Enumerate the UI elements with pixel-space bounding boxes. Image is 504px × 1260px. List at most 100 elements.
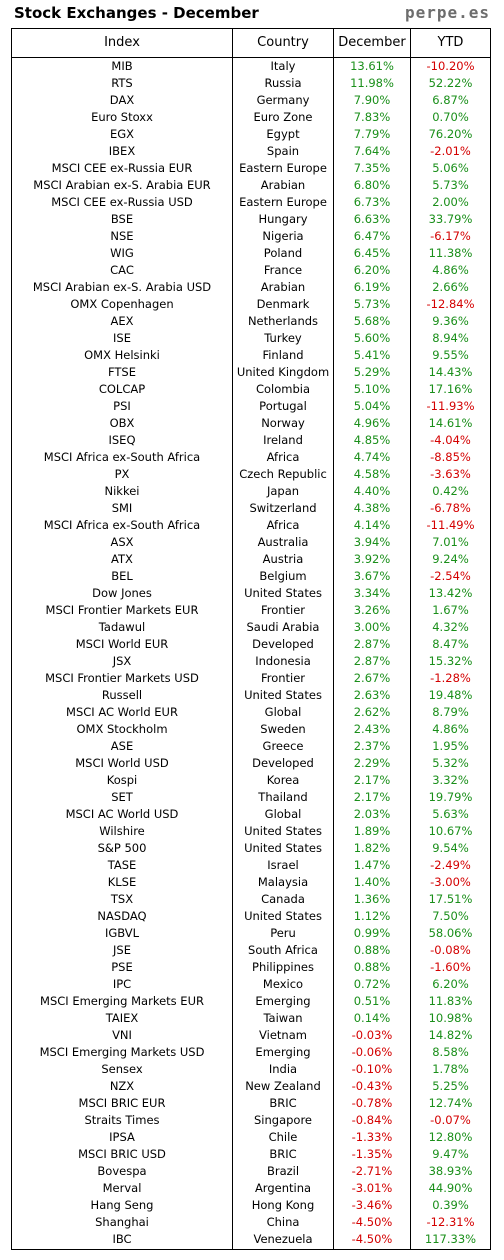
table-row: ASE Greece 2.37% 1.95% — [12, 738, 490, 755]
ytd-cell: -10.20% — [426, 59, 475, 73]
ytd-cell: 8.58% — [432, 1045, 469, 1059]
december-cell: 4.38% — [353, 501, 391, 515]
ytd-cell: 5.32% — [432, 756, 469, 770]
december-cell: 4.96% — [353, 416, 391, 430]
country-cell: Turkey — [264, 331, 302, 345]
ytd-cell: -6.78% — [430, 501, 471, 515]
table-row: DAX Germany 7.90% 6.87% — [12, 92, 490, 109]
table-row: MSCI World EUR Developed 2.87% 8.47% — [12, 636, 490, 653]
ytd-cell: -0.08% — [430, 943, 471, 957]
table-row: BEL Belgium 3.67% -2.54% — [12, 568, 490, 585]
index-cell: IBEX — [108, 144, 136, 158]
country-cell: Colombia — [255, 382, 311, 396]
index-cell: TAIEX — [105, 1011, 139, 1025]
table-row: Kospi Korea 2.17% 3.32% — [12, 772, 490, 789]
index-cell: PSE — [111, 960, 133, 974]
ytd-cell: 19.48% — [428, 688, 473, 702]
december-cell: 6.45% — [353, 246, 391, 260]
december-cell: 5.04% — [353, 399, 391, 413]
index-cell: Kospi — [106, 773, 138, 787]
country-cell: Italy — [270, 59, 296, 73]
country-cell: Korea — [266, 773, 300, 787]
country-cell: Euro Zone — [253, 110, 313, 124]
country-cell: Arabian — [260, 280, 306, 294]
ytd-cell: 76.20% — [428, 127, 473, 141]
country-cell: Nigeria — [262, 229, 304, 243]
country-cell: Indonesia — [255, 654, 311, 668]
index-cell: KLSE — [107, 875, 137, 889]
december-cell: 6.80% — [353, 178, 391, 192]
table-row: Bovespa Brazil -2.71% 38.93% — [12, 1163, 490, 1180]
ytd-cell: 1.78% — [432, 1062, 469, 1076]
december-cell: 2.67% — [353, 671, 391, 685]
december-cell: 3.34% — [353, 586, 391, 600]
ytd-cell: 38.93% — [428, 1164, 473, 1178]
country-cell: Greece — [262, 739, 304, 753]
ytd-cell: 8.79% — [432, 705, 469, 719]
ytd-cell: -6.17% — [430, 229, 471, 243]
country-cell: Emerging — [255, 994, 311, 1008]
december-cell: 2.43% — [353, 722, 391, 736]
column-divider — [333, 29, 334, 1249]
index-cell: Euro Stoxx — [91, 110, 153, 124]
december-cell: 2.37% — [353, 739, 391, 753]
index-cell: MSCI Frontier Markets EUR — [45, 603, 199, 617]
index-cell: AEX — [110, 314, 134, 328]
december-cell: 2.03% — [353, 807, 391, 821]
country-cell: Frontier — [260, 603, 306, 617]
december-cell: 1.89% — [353, 824, 391, 838]
table-row: NASDAQ United States 1.12% 7.50% — [12, 908, 490, 925]
table-row: MSCI AC World EUR Global 2.62% 8.79% — [12, 704, 490, 721]
index-cell: IPC — [112, 977, 132, 991]
country-cell: BRIC — [269, 1147, 297, 1161]
country-cell: BRIC — [269, 1096, 297, 1110]
country-cell: Global — [264, 705, 302, 719]
table-row: TSX Canada 1.36% 17.51% — [12, 891, 490, 908]
table-row: TAIEX Taiwan 0.14% 10.98% — [12, 1010, 490, 1027]
table-row: S&P 500 United States 1.82% 9.54% — [12, 840, 490, 857]
ytd-cell: -2.54% — [430, 569, 471, 583]
country-cell: Mexico — [262, 977, 304, 991]
ytd-cell: 15.32% — [428, 654, 473, 668]
index-cell: SMI — [111, 501, 133, 515]
ytd-cell: 6.20% — [432, 977, 469, 991]
table-row: ISE Turkey 5.60% 8.94% — [12, 330, 490, 347]
table-row: JSX Indonesia 2.87% 15.32% — [12, 653, 490, 670]
country-cell: South Africa — [248, 943, 318, 957]
december-cell: 1.40% — [353, 875, 391, 889]
ytd-cell: 6.87% — [432, 93, 469, 107]
ytd-cell: 14.82% — [428, 1028, 473, 1042]
column-header-index: Index — [104, 35, 140, 50]
column-header-country: Country — [257, 35, 309, 50]
table-row: OMX Helsinki Finland 5.41% 9.55% — [12, 347, 490, 364]
country-cell: Japan — [266, 484, 300, 498]
index-cell: ASE — [110, 739, 134, 753]
december-cell: 7.79% — [353, 127, 391, 141]
ytd-cell: 7.01% — [432, 535, 469, 549]
country-cell: Philippines — [252, 960, 314, 974]
table-row: BSE Hungary 6.63% 33.79% — [12, 211, 490, 228]
table-row: IPSA Chile -1.33% 12.80% — [12, 1129, 490, 1146]
index-cell: IBC — [112, 1232, 132, 1246]
index-cell: TSX — [110, 892, 134, 906]
december-cell: 5.68% — [353, 314, 391, 328]
december-cell: 2.87% — [353, 637, 391, 651]
december-cell: -1.33% — [351, 1130, 393, 1144]
column-divider — [232, 29, 233, 1249]
december-cell: 4.85% — [353, 433, 391, 447]
country-cell: Argentina — [254, 1181, 312, 1195]
table-row: Tadawul Saudi Arabia 3.00% 4.32% — [12, 619, 490, 636]
column-header-december: December — [338, 35, 406, 50]
december-cell: 5.41% — [353, 348, 391, 362]
country-cell: Switzerland — [249, 501, 317, 515]
december-cell: 6.19% — [353, 280, 391, 294]
table-row: MSCI Frontier Markets EUR Frontier 3.26% 1.… — [12, 602, 490, 619]
country-cell: Africa — [266, 518, 300, 532]
index-cell: PX — [114, 467, 130, 481]
december-cell: 2.63% — [353, 688, 391, 702]
index-cell: MSCI Frontier Markets USD — [45, 671, 199, 685]
column-header-ytd: YTD — [437, 35, 464, 50]
index-cell: OMX Helsinki — [84, 348, 160, 362]
table-row: Sensex India -0.10% 1.78% — [12, 1061, 490, 1078]
december-cell: 3.67% — [353, 569, 391, 583]
